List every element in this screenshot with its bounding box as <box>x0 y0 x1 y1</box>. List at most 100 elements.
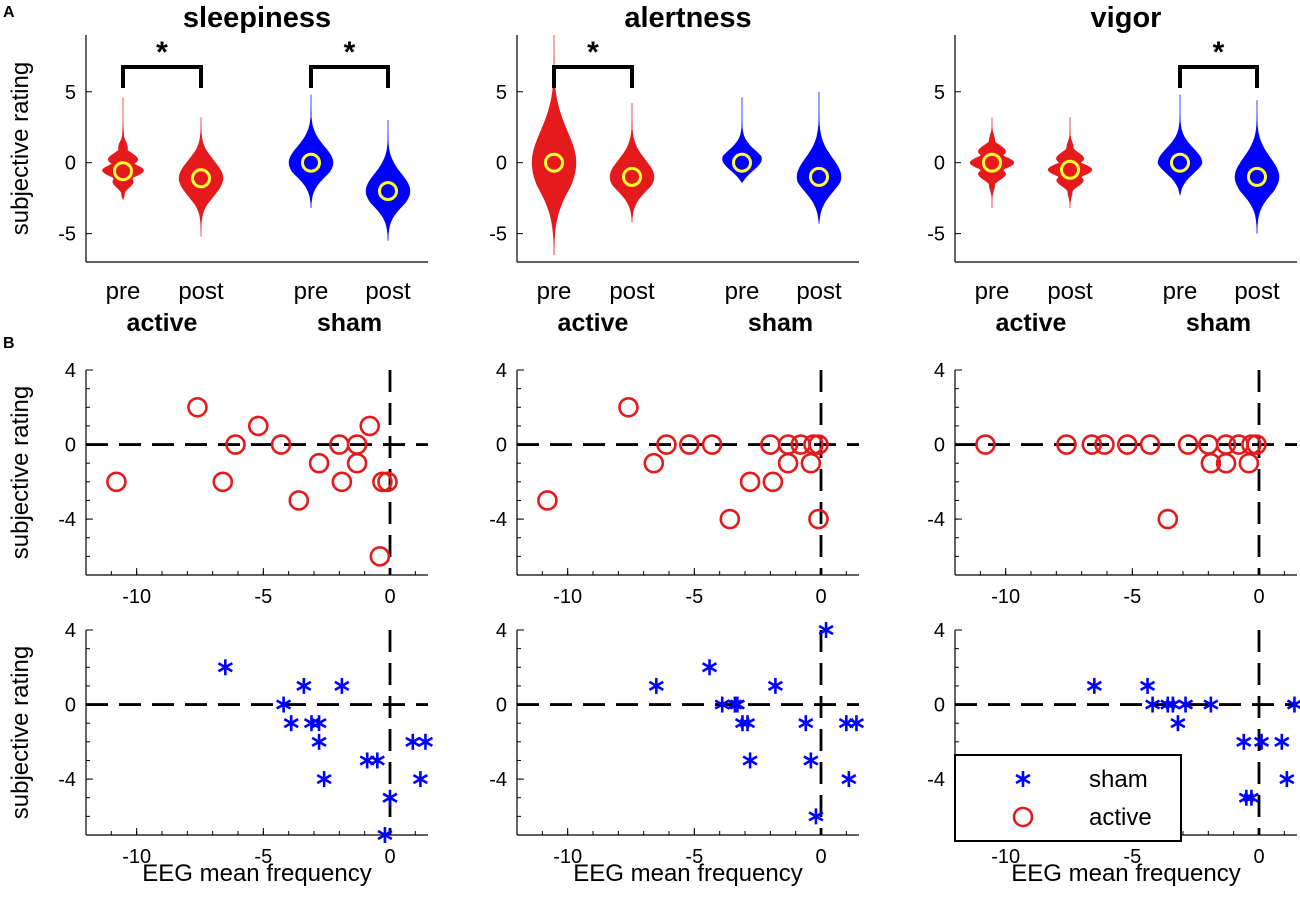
data-point-asterisk <box>841 771 857 788</box>
data-point-circle <box>1238 452 1260 474</box>
mean-marker-active-post <box>1060 159 1080 180</box>
data-point-circle <box>701 434 723 455</box>
y-tick-label: -4 <box>927 509 945 531</box>
y-tick-label: -4 <box>58 769 76 791</box>
x-tick-label: -10 <box>122 586 151 608</box>
data-point-asterisk <box>742 752 758 769</box>
data-point-circle <box>808 434 829 455</box>
x-tick-label: 0 <box>815 846 826 868</box>
violin-sham-pre <box>1157 94 1203 196</box>
asterisk-stroke <box>1145 699 1161 710</box>
asterisk-stroke <box>1279 773 1295 785</box>
scatter-axes-vigor-sham: -4 0 4 -10 -5 0 EEG mean frequency sham active <box>927 620 1300 887</box>
y-tick-label: -4 <box>927 769 945 791</box>
data-point-circle <box>656 434 677 455</box>
data-point-asterisk <box>283 715 299 732</box>
legend-label-active: active <box>1089 804 1152 831</box>
y-axis-label: subjective rating <box>7 386 34 559</box>
mean-marker-sham-pre <box>1170 152 1190 173</box>
data-point-asterisk <box>1145 696 1161 713</box>
data-point-asterisk <box>1015 771 1031 787</box>
data-point-asterisk <box>1286 696 1300 713</box>
condition-label-pre: pre <box>975 278 1010 305</box>
x-tick-label: 0 <box>384 846 395 868</box>
chart-title-vigor: vigor <box>1091 2 1162 34</box>
data-point-asterisk <box>798 715 814 732</box>
data-point-asterisk <box>767 677 783 694</box>
mean-marker-active-post <box>622 166 642 187</box>
data-point-asterisk <box>1086 677 1102 694</box>
x-tick-label: 0 <box>1253 846 1264 868</box>
asterisk-stroke <box>316 773 332 785</box>
group-label-active: active <box>127 309 198 337</box>
violin-active-pre <box>531 35 577 255</box>
data-point-asterisk <box>1170 715 1186 732</box>
asterisk-stroke <box>798 718 814 729</box>
asterisk-stroke <box>767 680 783 692</box>
data-point-circle <box>643 452 665 474</box>
data-point-asterisk <box>417 733 434 750</box>
data-point-asterisk <box>1177 696 1194 713</box>
condition-label-post: post <box>178 278 224 305</box>
data-point-asterisk <box>701 659 718 676</box>
asterisk-stroke <box>714 699 730 710</box>
asterisk-stroke <box>1253 736 1270 747</box>
y-tick-label: 4 <box>496 620 507 642</box>
violin-axes-vigor: -5 0 5 pre post active pre post sham * <box>927 35 1297 337</box>
data-point-circle <box>106 471 127 493</box>
group-label-sham: sham <box>1186 309 1251 337</box>
asterisk-stroke <box>217 662 233 673</box>
x-axis-label: EEG mean frequency <box>573 860 802 887</box>
mean-marker-active-post <box>191 168 211 189</box>
mean-marker-active-pre <box>982 152 1002 173</box>
asterisk-stroke <box>311 736 327 747</box>
chart-title-sleepiness: sleepiness <box>183 2 331 34</box>
y-tick-label: 4 <box>496 360 507 382</box>
y-tick-label: -4 <box>489 769 507 791</box>
violin-active-pre <box>969 117 1015 209</box>
asterisk-stroke <box>1274 736 1290 747</box>
significance-star: * <box>344 36 356 69</box>
data-point-circle <box>308 452 330 474</box>
data-point-circle <box>678 434 700 455</box>
y-axis-label: subjective rating <box>7 646 34 819</box>
data-point-circle <box>618 396 639 418</box>
data-point-asterisk <box>311 715 327 732</box>
significance-star: * <box>587 36 599 69</box>
data-point-asterisk <box>848 715 865 732</box>
x-tick-label: -5 <box>1123 846 1141 868</box>
mean-marker-sham-post <box>809 166 829 187</box>
scatter-axes-alertness-sham: -4 0 4 -10 -5 0 EEG mean frequency <box>489 620 865 887</box>
y-tick-label: 4 <box>934 360 945 382</box>
data-point-circle <box>346 452 368 474</box>
legend-box <box>954 754 1182 842</box>
mean-marker-sham-post <box>378 181 398 202</box>
y-tick-label: 5 <box>496 82 507 104</box>
x-tick-label: -10 <box>991 586 1020 608</box>
y-tick-label: 5 <box>65 82 76 104</box>
asterisk-stroke <box>369 755 385 766</box>
asterisk-stroke <box>276 699 292 710</box>
x-tick-label: -5 <box>254 586 272 608</box>
data-point-circle <box>1139 434 1161 455</box>
data-point-asterisk <box>296 677 312 694</box>
condition-label-post: post <box>609 278 655 305</box>
y-tick-label: 0 <box>65 695 76 717</box>
x-tick-label: -10 <box>553 846 582 868</box>
violin-active-post <box>178 117 224 237</box>
scatter-axes-sleepiness-active: -4 0 4 -10 -5 0 <box>58 360 428 608</box>
significance-star: * <box>1213 36 1225 69</box>
asterisk-stroke <box>841 773 857 785</box>
data-point-circle <box>975 434 996 455</box>
data-point-circle <box>777 452 799 474</box>
condition-label-post: post <box>1234 278 1280 305</box>
significance-bracket <box>552 65 634 88</box>
condition-label-pre: pre <box>1163 278 1198 305</box>
significance-bracket <box>121 65 203 88</box>
asterisk-stroke <box>412 773 428 785</box>
violin-sham-post <box>796 91 842 224</box>
x-tick-label: -5 <box>254 846 272 868</box>
data-point-asterisk <box>838 715 854 732</box>
data-point-circle <box>377 471 398 493</box>
group-label-sham: sham <box>317 309 382 337</box>
